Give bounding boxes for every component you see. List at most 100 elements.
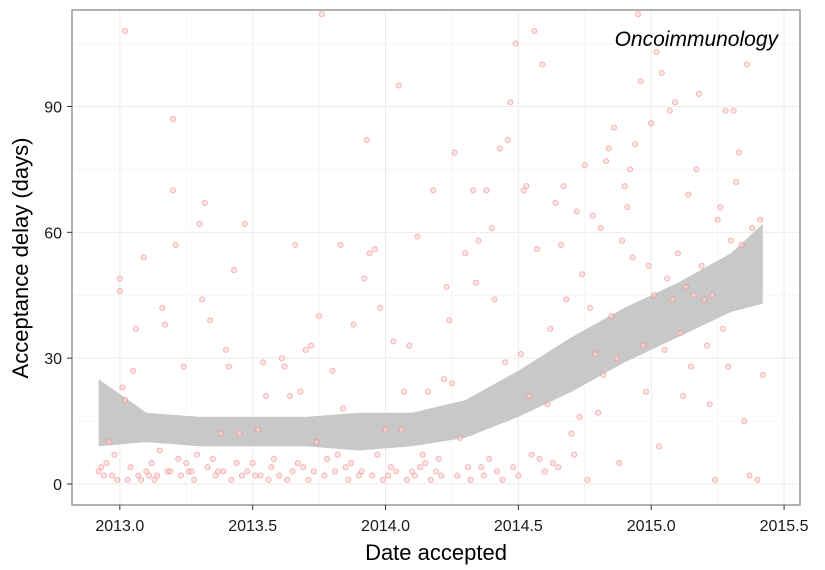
data-point bbox=[656, 443, 663, 450]
smooth-confidence-band bbox=[98, 223, 763, 451]
data-point bbox=[321, 472, 328, 479]
data-point bbox=[539, 61, 546, 68]
data-point bbox=[329, 367, 336, 374]
data-point bbox=[297, 388, 304, 395]
data-point bbox=[95, 468, 102, 475]
data-point bbox=[584, 476, 591, 483]
data-point bbox=[382, 426, 389, 433]
y-tick-label: 0 bbox=[53, 477, 62, 494]
data-point bbox=[682, 283, 689, 290]
data-point bbox=[488, 225, 495, 232]
data-point bbox=[305, 476, 312, 483]
data-point bbox=[122, 27, 129, 35]
data-point bbox=[161, 321, 169, 328]
data-point bbox=[411, 472, 418, 479]
data-point bbox=[475, 237, 482, 244]
data-point bbox=[417, 464, 424, 471]
data-point bbox=[148, 460, 155, 467]
data-point bbox=[401, 388, 408, 395]
data-point bbox=[175, 455, 182, 462]
data-point bbox=[669, 296, 676, 303]
data-point bbox=[379, 476, 386, 483]
data-point bbox=[374, 451, 381, 458]
data-point bbox=[719, 325, 726, 332]
data-point bbox=[159, 304, 166, 311]
data-point bbox=[650, 292, 657, 299]
data-point bbox=[674, 250, 681, 257]
data-point bbox=[220, 468, 227, 475]
data-point bbox=[499, 476, 506, 483]
data-point bbox=[183, 460, 190, 467]
x-tick-label: 2015.5 bbox=[760, 518, 809, 535]
data-point bbox=[385, 472, 392, 479]
data-point bbox=[151, 476, 158, 483]
data-point bbox=[701, 296, 708, 303]
data-point bbox=[313, 439, 320, 446]
data-point bbox=[371, 246, 378, 253]
data-point bbox=[462, 250, 469, 257]
data-point bbox=[576, 413, 583, 420]
data-point bbox=[191, 476, 198, 483]
data-point bbox=[597, 225, 604, 232]
data-point bbox=[440, 376, 448, 383]
data-point bbox=[624, 204, 631, 211]
data-point bbox=[212, 472, 219, 479]
data-point bbox=[278, 355, 285, 362]
data-point bbox=[377, 304, 384, 311]
data-point bbox=[517, 350, 525, 358]
data-point bbox=[533, 246, 541, 253]
data-point bbox=[310, 468, 317, 475]
data-point bbox=[640, 342, 647, 349]
data-point bbox=[714, 216, 721, 223]
grid-lines bbox=[72, 10, 800, 505]
data-point bbox=[738, 241, 745, 248]
data-point bbox=[260, 359, 267, 366]
data-point bbox=[257, 472, 264, 479]
data-point bbox=[456, 434, 463, 441]
data-point bbox=[130, 367, 137, 374]
data-point bbox=[231, 267, 238, 274]
data-point bbox=[613, 355, 620, 362]
data-point bbox=[672, 99, 679, 106]
data-point bbox=[350, 321, 357, 328]
data-point bbox=[369, 472, 376, 479]
data-point bbox=[124, 476, 131, 483]
data-point bbox=[254, 426, 262, 433]
data-point bbox=[238, 472, 246, 479]
data-point bbox=[703, 342, 711, 349]
data-point bbox=[528, 451, 535, 458]
data-point bbox=[215, 468, 222, 475]
data-point bbox=[754, 476, 761, 483]
data-point bbox=[302, 346, 309, 353]
x-tick-label: 2014.0 bbox=[361, 518, 410, 535]
data-point bbox=[664, 275, 671, 282]
data-point bbox=[289, 468, 296, 475]
data-point bbox=[478, 464, 485, 471]
data-point bbox=[281, 363, 288, 370]
data-point bbox=[632, 141, 639, 148]
data-point bbox=[284, 476, 291, 483]
data-point bbox=[204, 464, 211, 471]
data-point bbox=[414, 233, 421, 240]
data-point bbox=[470, 187, 477, 194]
data-point bbox=[172, 241, 179, 248]
data-point bbox=[201, 199, 208, 207]
data-point bbox=[502, 359, 509, 366]
y-tick-label: 90 bbox=[44, 99, 62, 116]
data-point bbox=[571, 451, 578, 458]
data-point bbox=[743, 61, 750, 68]
data-point bbox=[454, 472, 461, 479]
data-point bbox=[510, 464, 517, 471]
data-point bbox=[557, 241, 564, 248]
data-point bbox=[645, 262, 652, 269]
data-point bbox=[472, 279, 479, 286]
data-point bbox=[443, 283, 450, 290]
x-tick-label: 2014.5 bbox=[494, 518, 543, 535]
data-point bbox=[544, 401, 551, 408]
x-tick-label: 2013.0 bbox=[95, 518, 144, 535]
data-point bbox=[621, 183, 628, 190]
data-point bbox=[515, 472, 522, 479]
data-point bbox=[507, 99, 514, 106]
data-point bbox=[626, 166, 634, 173]
data-point bbox=[409, 468, 416, 475]
